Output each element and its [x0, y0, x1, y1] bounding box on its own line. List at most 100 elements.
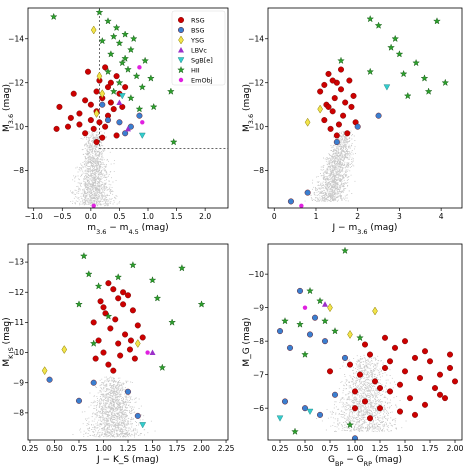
marker-hii-0 — [49, 12, 58, 20]
marker-rsg-8 — [335, 121, 342, 128]
x-tick-label-4: 4 — [439, 212, 444, 221]
y-axis-label-3: MK_S (mag) — [2, 317, 15, 366]
series-emobj — [299, 203, 304, 208]
marker-hii-2 — [94, 282, 103, 290]
marker-bsg-3 — [354, 123, 361, 130]
legend-label-sgbe: SgB[e] — [191, 57, 213, 65]
marker-hii-6 — [178, 264, 186, 272]
x-axis-label-4: GBP − GRP (mag) — [328, 455, 402, 468]
marker-rsg-12 — [344, 130, 351, 137]
marker-rsg-21 — [139, 334, 146, 341]
series-rsg — [90, 280, 146, 374]
marker-bsg-9 — [287, 344, 294, 351]
marker-hii-5 — [412, 58, 420, 67]
marker-hii-10 — [168, 318, 176, 326]
marker-bsg-5 — [322, 338, 329, 345]
marker-rsg-9 — [392, 344, 399, 351]
x-tick-label-1: −0.5 — [53, 212, 71, 221]
marker-rsg-8 — [87, 101, 94, 108]
marker-hii-2 — [104, 17, 112, 25]
marker-hii-24 — [98, 37, 107, 45]
marker-hii-10 — [291, 427, 299, 435]
marker-hii-4 — [129, 261, 137, 269]
marker-rsg-11 — [342, 99, 349, 106]
marker-rsg-19 — [110, 367, 117, 374]
axes-frame-2 — [267, 7, 463, 209]
marker-hii-21 — [169, 138, 178, 146]
marker-hii-11 — [132, 72, 141, 80]
marker-rsg-0 — [56, 103, 63, 110]
marker-sgbe-0 — [276, 415, 284, 422]
x-tick-label-5: 1.50 — [144, 444, 161, 453]
marker-bsg-4 — [307, 331, 314, 338]
x-axis-label-3: J − K_S (mag) — [96, 455, 159, 465]
x-tick-label-2: 0.75 — [71, 444, 88, 453]
y-tick-label-1: −12 — [248, 78, 264, 87]
legend-label-emobj: EmObj — [191, 77, 213, 85]
marker-rsg-10 — [117, 352, 124, 359]
marker-bsg-2 — [333, 139, 340, 146]
series-hii — [337, 14, 450, 100]
marker-hii-0 — [80, 252, 88, 260]
marker-hii-20 — [167, 87, 175, 95]
y-tick-label-1: −12 — [8, 288, 24, 297]
marker-rsg-18 — [338, 66, 345, 73]
marker-hii-1 — [85, 270, 93, 278]
series-lbvc — [116, 99, 131, 132]
marker-rsg-13 — [96, 119, 103, 126]
marker-rsg-0 — [90, 319, 97, 326]
series-sgbe — [383, 84, 391, 91]
marker-ysg-0 — [327, 303, 333, 313]
series-bsg — [277, 287, 358, 440]
x-tick-label-8: 2.25 — [218, 444, 235, 453]
marker-rsg-10 — [340, 112, 347, 119]
y-tick-label-1: −12 — [8, 78, 24, 87]
marker-rsg-7 — [110, 286, 117, 293]
marker-lbvc-0 — [322, 301, 328, 307]
series-lbvc — [149, 349, 156, 356]
marker-hii-15 — [147, 74, 155, 82]
y-tick-label-2: −10 — [8, 122, 24, 131]
marker-hii-13 — [138, 83, 147, 91]
series-sgbe — [118, 93, 146, 139]
marker-hii-11 — [75, 300, 83, 308]
axes-frame-4 — [267, 243, 463, 441]
y-tick-label-3: −7 — [253, 370, 264, 379]
marker-hii-7 — [301, 350, 309, 358]
marker-bsg-8 — [317, 411, 324, 418]
marker-hii-12 — [337, 56, 345, 64]
y-tick-label-2: −10 — [248, 122, 264, 131]
marker-hii-2 — [316, 297, 324, 305]
marker-rsg-12 — [122, 331, 129, 338]
marker-bsg-2 — [116, 119, 123, 126]
marker-hii-4 — [115, 39, 124, 47]
marker-hii-12 — [158, 363, 167, 371]
marker-emobj-legend — [178, 77, 184, 83]
series-ysg — [327, 303, 378, 339]
marker-rsg-3 — [325, 70, 332, 77]
marker-sgbe-0 — [383, 84, 391, 91]
marker-ysg-2 — [135, 339, 141, 348]
legend-label-lbvc: LBVc — [191, 47, 207, 55]
marker-rsg-32 — [327, 368, 334, 375]
background-cloud-2 — [304, 130, 356, 202]
marker-rsg-13 — [346, 77, 353, 84]
y-tick-label-0: −14 — [8, 34, 24, 43]
marker-bsg-1 — [304, 189, 311, 196]
marker-hii-7 — [129, 34, 138, 42]
legend-label-rsg: RSG — [191, 17, 205, 25]
marker-hii-12 — [115, 78, 124, 86]
x-tick-label-2: 0.75 — [322, 444, 339, 453]
marker-rsg-8 — [387, 388, 394, 395]
marker-hii-6 — [356, 333, 364, 342]
marker-emobj-0 — [145, 350, 150, 355]
marker-hii-17 — [104, 67, 112, 75]
marker-rsg-15 — [350, 92, 357, 99]
y-tick-label-3: −8 — [253, 166, 264, 175]
legend-label-bsg: BSG — [191, 27, 205, 35]
marker-ysg-0 — [90, 25, 97, 35]
marker-rsg-26 — [53, 125, 60, 132]
marker-bsg-4 — [134, 412, 141, 419]
marker-rsg-8 — [112, 316, 119, 323]
marker-ysg-0 — [304, 117, 311, 127]
